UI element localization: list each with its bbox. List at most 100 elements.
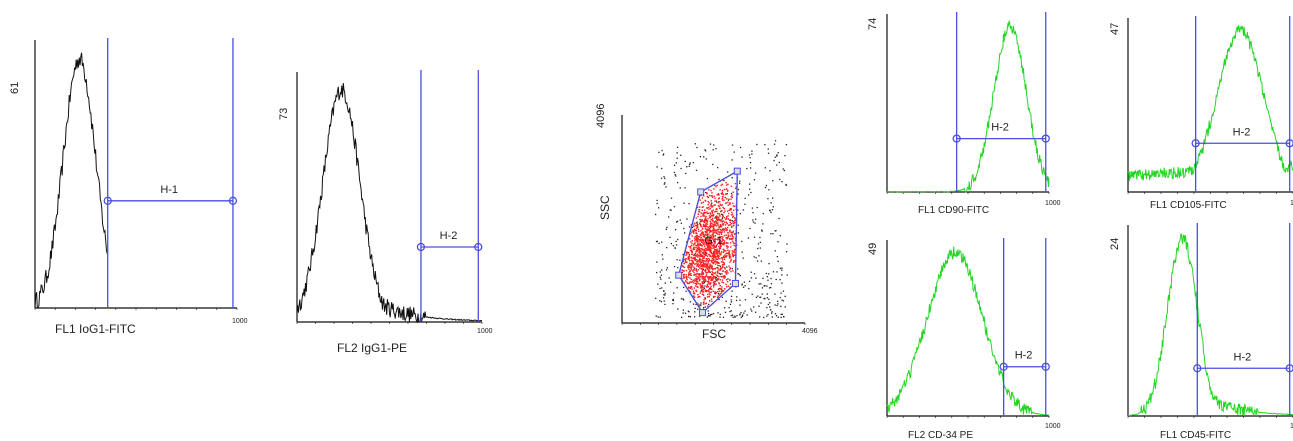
scatter-point-gated — [709, 288, 712, 290]
scatter-point-gated — [711, 261, 713, 264]
scatter-point-gated — [700, 259, 703, 261]
scatter-point — [730, 314, 732, 317]
scatter-point-gated — [689, 247, 692, 249]
scatter-point — [729, 310, 731, 313]
scatter-point-gated — [705, 219, 707, 221]
scatter-point — [676, 146, 679, 149]
scatter-point — [705, 191, 707, 194]
y-axis-label: SSC — [598, 195, 612, 220]
scatter-point-gated — [710, 260, 713, 263]
scatter-point-gated — [717, 250, 720, 253]
scatter-point — [699, 222, 701, 224]
scatter-point-gated — [722, 266, 724, 268]
scatter-point-gated — [733, 217, 736, 219]
scatter-point — [731, 159, 733, 161]
scatter-point — [776, 255, 779, 258]
scatter-point — [682, 260, 685, 262]
scatter-point — [773, 143, 776, 145]
scatter-point-gated — [710, 276, 713, 278]
scatter-point-gated — [692, 247, 695, 249]
scatter-point-gated — [724, 196, 727, 199]
scatter-point-gated — [698, 279, 701, 282]
scatter-point-gated — [696, 241, 699, 243]
scatter-point-gated — [719, 215, 721, 217]
scatter-point-gated — [710, 298, 713, 300]
scatter-point — [785, 184, 787, 186]
scatter-point-gated — [688, 238, 691, 240]
scatter-point — [661, 269, 663, 271]
scatter-point-gated — [716, 210, 718, 213]
scatter-point-gated — [702, 288, 705, 291]
scatter-point — [684, 312, 687, 314]
scatter-point — [684, 160, 686, 163]
scatter-point-gated — [712, 279, 714, 281]
scatter-point-gated — [701, 197, 704, 199]
scatter-point-gated — [687, 286, 690, 288]
scatter-point — [689, 316, 692, 318]
scatter-point-gated — [711, 222, 713, 225]
scatter-point — [654, 213, 657, 216]
gate-handle — [1191, 139, 1200, 148]
scatter-point-gated — [721, 242, 723, 245]
scatter-point-gated — [729, 256, 731, 258]
scatter-point — [659, 300, 661, 302]
scatter-point — [758, 255, 760, 257]
scatter-point-gated — [705, 248, 708, 250]
scatter-point-gated — [717, 198, 720, 200]
scatter-point-gated — [707, 241, 710, 243]
scatter-point-gated — [720, 231, 723, 234]
scatter-point-gated — [694, 229, 696, 231]
scatter-point-gated — [707, 203, 709, 206]
scatter-point-gated — [703, 264, 705, 266]
scatter-point-gated — [713, 284, 716, 286]
scatter-point-gated — [703, 242, 706, 244]
scatter-point-gated — [704, 199, 706, 202]
scatter-point-gated — [701, 220, 703, 222]
scatter-point — [765, 272, 768, 275]
scatter-point-gated — [717, 288, 719, 290]
y-max-label: 49 — [867, 243, 879, 255]
scatter-point-gated — [690, 244, 693, 247]
scatter-point-gated — [688, 271, 690, 274]
scatter-point-gated — [688, 252, 690, 254]
scatter-point-gated — [700, 289, 703, 291]
scatter-point — [731, 290, 733, 292]
scatter-point-gated — [719, 244, 722, 246]
scatter-point — [768, 287, 771, 289]
scatter-point-gated — [705, 280, 707, 283]
scatter-point — [661, 167, 663, 170]
scatter-point-gated — [710, 282, 712, 284]
scatter-point-gated — [704, 271, 707, 273]
scatter-point-gated — [712, 223, 714, 226]
scatter-point-gated — [719, 219, 721, 221]
scatter-point-gated — [710, 278, 713, 280]
x-max-label: 1000 — [477, 328, 493, 335]
scatter-point-gated — [701, 260, 704, 263]
scatter-point-gated — [723, 255, 725, 258]
scatter-point-gated — [718, 218, 720, 220]
scatter-point — [688, 311, 690, 313]
scatter-point — [718, 178, 720, 181]
scatter-point-gated — [704, 268, 707, 271]
scatter-point-gated — [692, 290, 695, 292]
scatter-point-gated — [684, 259, 687, 262]
scatter-point-gated — [690, 269, 693, 271]
scatter-point-gated — [695, 289, 697, 291]
scatter-point — [682, 309, 685, 311]
scatter-point-gated — [714, 256, 716, 258]
scatter-point-gated — [725, 253, 727, 255]
scatter-point — [759, 236, 761, 239]
scatter-point-gated — [715, 261, 717, 263]
scatter-point-gated — [711, 270, 713, 273]
scatter-point-gated — [733, 254, 735, 256]
scatter-point-gated — [698, 239, 701, 241]
scatter-point-gated — [708, 290, 710, 293]
scatter-point-gated — [722, 256, 724, 259]
scatter-point-gated — [719, 223, 722, 226]
scatter-point-gated — [716, 184, 718, 187]
scatter-point-gated — [727, 218, 730, 220]
scatter-point-gated — [725, 236, 727, 239]
scatter-point — [680, 222, 683, 224]
